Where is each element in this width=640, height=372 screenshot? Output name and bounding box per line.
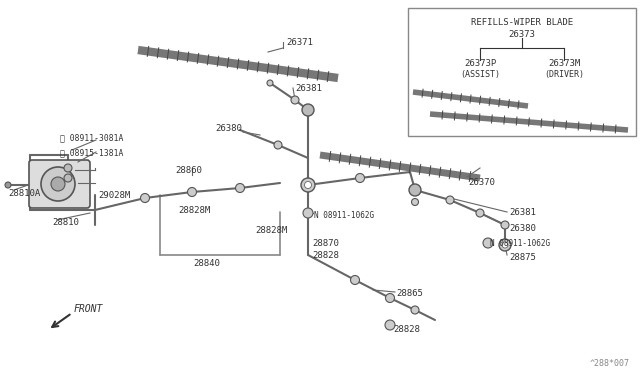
Text: 28810: 28810 bbox=[52, 218, 79, 227]
Circle shape bbox=[385, 320, 395, 330]
Text: 26373: 26373 bbox=[509, 29, 536, 38]
Text: 26373M: 26373M bbox=[548, 58, 580, 67]
Circle shape bbox=[499, 239, 511, 251]
Text: Ⓜ 08915-1381A: Ⓜ 08915-1381A bbox=[60, 148, 124, 157]
Circle shape bbox=[385, 294, 394, 302]
Circle shape bbox=[267, 80, 273, 86]
Circle shape bbox=[446, 196, 454, 204]
Circle shape bbox=[41, 167, 75, 201]
Circle shape bbox=[355, 173, 365, 183]
Text: 28828M: 28828M bbox=[255, 225, 287, 234]
Circle shape bbox=[302, 104, 314, 116]
Circle shape bbox=[188, 187, 196, 196]
Text: 28828M: 28828M bbox=[178, 205, 211, 215]
Text: (DRIVER): (DRIVER) bbox=[544, 70, 584, 78]
Circle shape bbox=[236, 183, 244, 192]
Text: 28870: 28870 bbox=[312, 238, 339, 247]
Circle shape bbox=[51, 177, 65, 191]
Circle shape bbox=[301, 178, 315, 192]
Text: 28860: 28860 bbox=[175, 166, 202, 174]
Circle shape bbox=[274, 141, 282, 149]
Text: FRONT: FRONT bbox=[74, 304, 104, 314]
Text: N 08911-1062G: N 08911-1062G bbox=[314, 211, 374, 219]
Circle shape bbox=[351, 276, 360, 285]
Text: 28828: 28828 bbox=[393, 326, 420, 334]
Circle shape bbox=[303, 208, 313, 218]
Text: 28875: 28875 bbox=[509, 253, 536, 263]
Text: 26381: 26381 bbox=[509, 208, 536, 217]
Text: 28840: 28840 bbox=[193, 259, 220, 267]
Circle shape bbox=[476, 209, 484, 217]
FancyBboxPatch shape bbox=[29, 160, 90, 208]
Circle shape bbox=[501, 221, 509, 229]
Text: 28828: 28828 bbox=[312, 251, 339, 260]
Text: REFILLS-WIPER BLADE: REFILLS-WIPER BLADE bbox=[471, 17, 573, 26]
Text: 26371: 26371 bbox=[286, 38, 313, 46]
Text: N 08911-1062G: N 08911-1062G bbox=[490, 238, 550, 247]
Text: Ⓝ 08911-3081A: Ⓝ 08911-3081A bbox=[60, 134, 124, 142]
Text: 26380: 26380 bbox=[215, 124, 242, 132]
Circle shape bbox=[483, 238, 493, 248]
Text: 26381: 26381 bbox=[295, 83, 322, 93]
Circle shape bbox=[64, 174, 72, 182]
Text: ^288*007: ^288*007 bbox=[590, 359, 630, 368]
Circle shape bbox=[305, 182, 312, 189]
Circle shape bbox=[291, 96, 299, 104]
Circle shape bbox=[411, 306, 419, 314]
Circle shape bbox=[412, 199, 419, 205]
Text: 26370: 26370 bbox=[468, 177, 495, 186]
Text: 28810A: 28810A bbox=[8, 189, 40, 198]
Text: 29028M: 29028M bbox=[98, 190, 131, 199]
Circle shape bbox=[502, 242, 508, 248]
Circle shape bbox=[141, 193, 150, 202]
Text: (ASSIST): (ASSIST) bbox=[460, 70, 500, 78]
Text: 28865: 28865 bbox=[396, 289, 423, 298]
Circle shape bbox=[64, 164, 72, 172]
Text: 26373P: 26373P bbox=[464, 58, 496, 67]
Circle shape bbox=[5, 182, 11, 188]
Circle shape bbox=[409, 184, 421, 196]
Bar bbox=[408, 8, 636, 136]
Text: 26380: 26380 bbox=[509, 224, 536, 232]
